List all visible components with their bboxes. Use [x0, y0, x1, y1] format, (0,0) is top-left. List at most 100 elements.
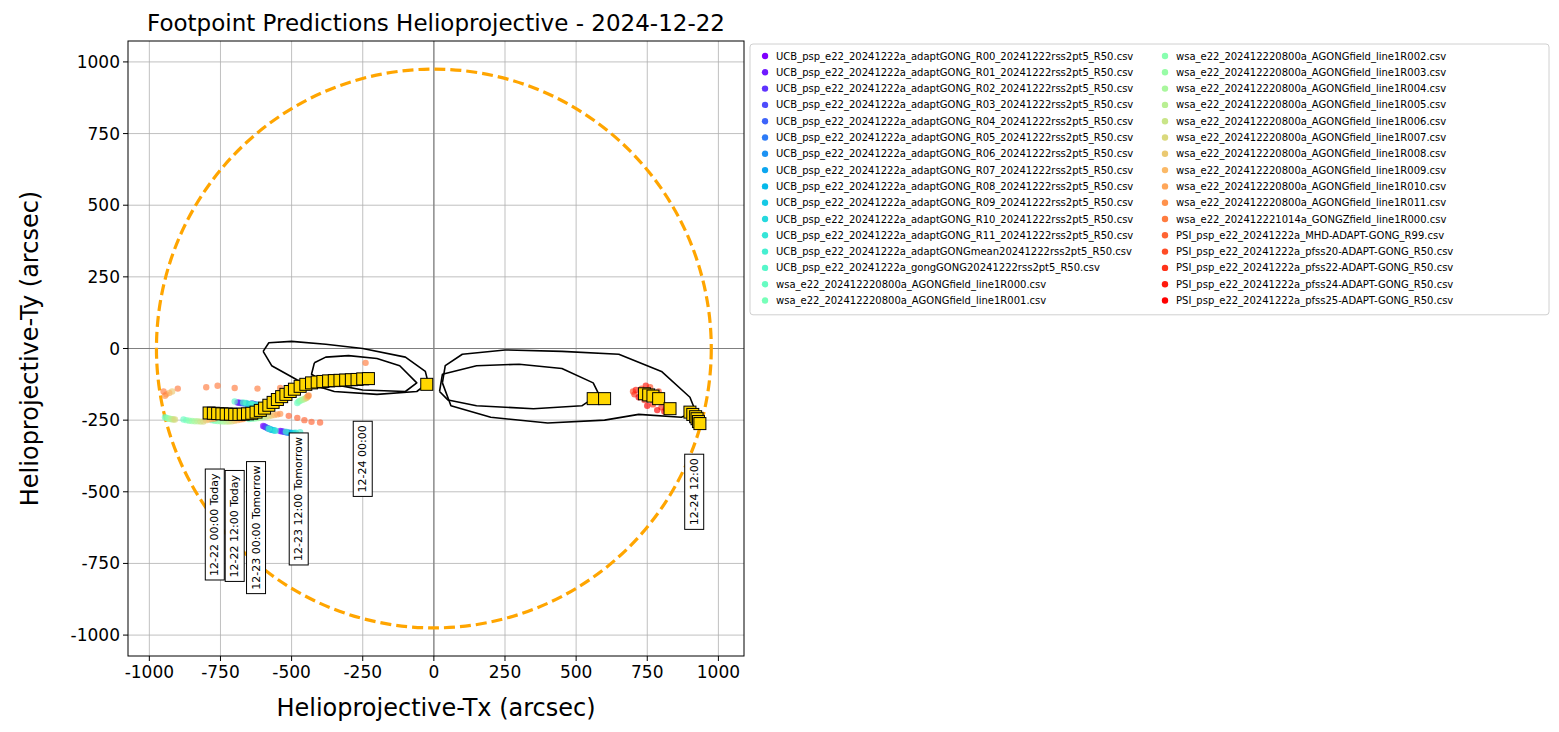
tick-label: 500 [88, 195, 120, 215]
point [654, 407, 660, 413]
legend-label: wsa_e22_202412220800a_AGONGfield_line1R0… [1176, 51, 1446, 63]
tick-label: 0 [428, 662, 439, 682]
tick-label: -750 [201, 662, 240, 682]
grid-line [433, 41, 434, 656]
point [214, 383, 220, 389]
annotation-box [353, 421, 372, 496]
legend-marker [1162, 297, 1168, 303]
trajectory [203, 373, 706, 430]
point [317, 419, 323, 425]
point [301, 417, 307, 423]
contour [440, 364, 599, 408]
legend-marker [1162, 118, 1168, 124]
grid [128, 41, 744, 656]
annotation-box [205, 469, 224, 580]
legend-marker [762, 297, 768, 303]
legend-label: UCB_psp_e22_20241222a_adaptGONG_R01_2024… [776, 67, 1133, 79]
point [305, 392, 311, 398]
point [286, 413, 292, 419]
tick-label: 1000 [697, 662, 740, 682]
legend-marker [762, 102, 768, 108]
annotation: 12-23 00:00 Tomorrow [247, 462, 266, 594]
legend-marker [762, 183, 768, 189]
point [308, 419, 314, 425]
background [0, 0, 1559, 732]
tick [504, 656, 505, 661]
tick [149, 656, 150, 661]
legend-label: PSI_psp_e22_20241222a_pfss25-ADAPT-GONG_… [1176, 295, 1453, 307]
legend-label: UCB_psp_e22_20241222a_adaptGONG_R09_2024… [776, 197, 1133, 209]
legend-label: wsa_e22_202412221014a_GONGZfield_line1R0… [1176, 214, 1446, 226]
grid-line [128, 348, 744, 349]
tick-label: -250 [81, 410, 120, 430]
trajectory-point [587, 393, 599, 405]
annotation-text: 12-24 12:00 [688, 458, 701, 525]
tick [123, 205, 128, 206]
annotation-text: 12-24 00:00 [356, 425, 369, 492]
legend-label: wsa_e22_202412220800a_AGONGfield_line1R0… [1176, 165, 1446, 177]
grid-line [128, 61, 744, 62]
legend-label: UCB_psp_e22_20241222a_gongGONG20241222rs… [776, 262, 1100, 274]
legend-marker [762, 69, 768, 75]
tick-label: -500 [81, 482, 120, 502]
legend-label: PSI_psp_e22_20241222a_MHD-ADAPT-GONG_R99… [1176, 230, 1444, 242]
point [231, 385, 237, 391]
tick [718, 656, 719, 661]
annotation: 12-24 12:00 [685, 454, 704, 529]
legend-label: UCB_psp_e22_20241222a_adaptGONG_R04_2024… [776, 116, 1133, 128]
legend: UCB_psp_e22_20241222a_adaptGONG_R00_2024… [750, 44, 1549, 315]
annotation-box [225, 470, 244, 581]
tick-label: -1000 [125, 662, 174, 682]
annotation-text: 12-22 12:00 Today [228, 474, 241, 577]
limb [156, 69, 711, 628]
tick-label: -500 [272, 662, 311, 682]
legend-label: wsa_e22_202412220800a_AGONGfield_line1R0… [1176, 99, 1446, 111]
tick [123, 491, 128, 492]
annotation-box [247, 462, 266, 594]
legend-label: UCB_psp_e22_20241222a_adaptGONG_R02_2024… [776, 83, 1133, 95]
grid-line [128, 635, 744, 636]
legend-label: wsa_e22_202412220800a_AGONGfield_line1R0… [776, 295, 1046, 307]
legend-label: wsa_e22_202412220800a_AGONGfield_line1R0… [776, 279, 1046, 291]
point [272, 428, 278, 434]
point [254, 385, 260, 391]
legend-label: UCB_psp_e22_20241222a_adaptGONG_R06_2024… [776, 148, 1133, 160]
legend-marker [1162, 265, 1168, 271]
tick-label: 750 [631, 662, 663, 682]
legend-marker [762, 151, 768, 157]
point [231, 398, 237, 404]
annotation-text: 12-23 00:00 Tomorrow [250, 466, 263, 590]
legend-label: wsa_e22_202412220800a_AGONGfield_line1R0… [1176, 67, 1446, 79]
legend-label: UCB_psp_e22_20241222a_adaptGONG_R00_2024… [776, 51, 1133, 63]
tick [220, 656, 221, 661]
legend-label: UCB_psp_e22_20241222a_adaptGONGmean20241… [776, 246, 1132, 258]
tick [291, 656, 292, 661]
legend-label: UCB_psp_e22_20241222a_adaptGONG_R07_2024… [776, 165, 1133, 177]
legend-marker [762, 118, 768, 124]
trajectory-point [694, 418, 706, 430]
legend-label: PSI_psp_e22_20241222a_pfss20-ADAPT-GONG_… [1176, 246, 1453, 258]
legend-marker [1162, 248, 1168, 254]
point [294, 415, 300, 421]
legend-label: UCB_psp_e22_20241222a_adaptGONG_R10_2024… [776, 214, 1133, 226]
ticks: -1000-750-500-25002505007501000-1000-750… [71, 52, 740, 682]
point [203, 384, 209, 390]
tick-label: -1000 [71, 625, 120, 645]
tick [123, 133, 128, 134]
legend-label: PSI_psp_e22_20241222a_pfss22-ADAPT-GONG_… [1176, 262, 1453, 274]
legend-marker [1162, 134, 1168, 140]
legend-label: UCB_psp_e22_20241222a_adaptGONG_R05_2024… [776, 132, 1133, 144]
tick [433, 656, 434, 661]
reference-lines [128, 41, 744, 656]
tick [123, 635, 128, 636]
legend-marker [1162, 151, 1168, 157]
tick [123, 420, 128, 421]
series [633, 383, 669, 412]
legend-marker [762, 265, 768, 271]
trajectory-point [653, 393, 665, 405]
annotation: 12-22 00:00 Today [205, 469, 224, 580]
trajectory-point [421, 378, 433, 390]
legend-box [750, 44, 1549, 315]
point [283, 428, 289, 434]
point [644, 403, 650, 409]
